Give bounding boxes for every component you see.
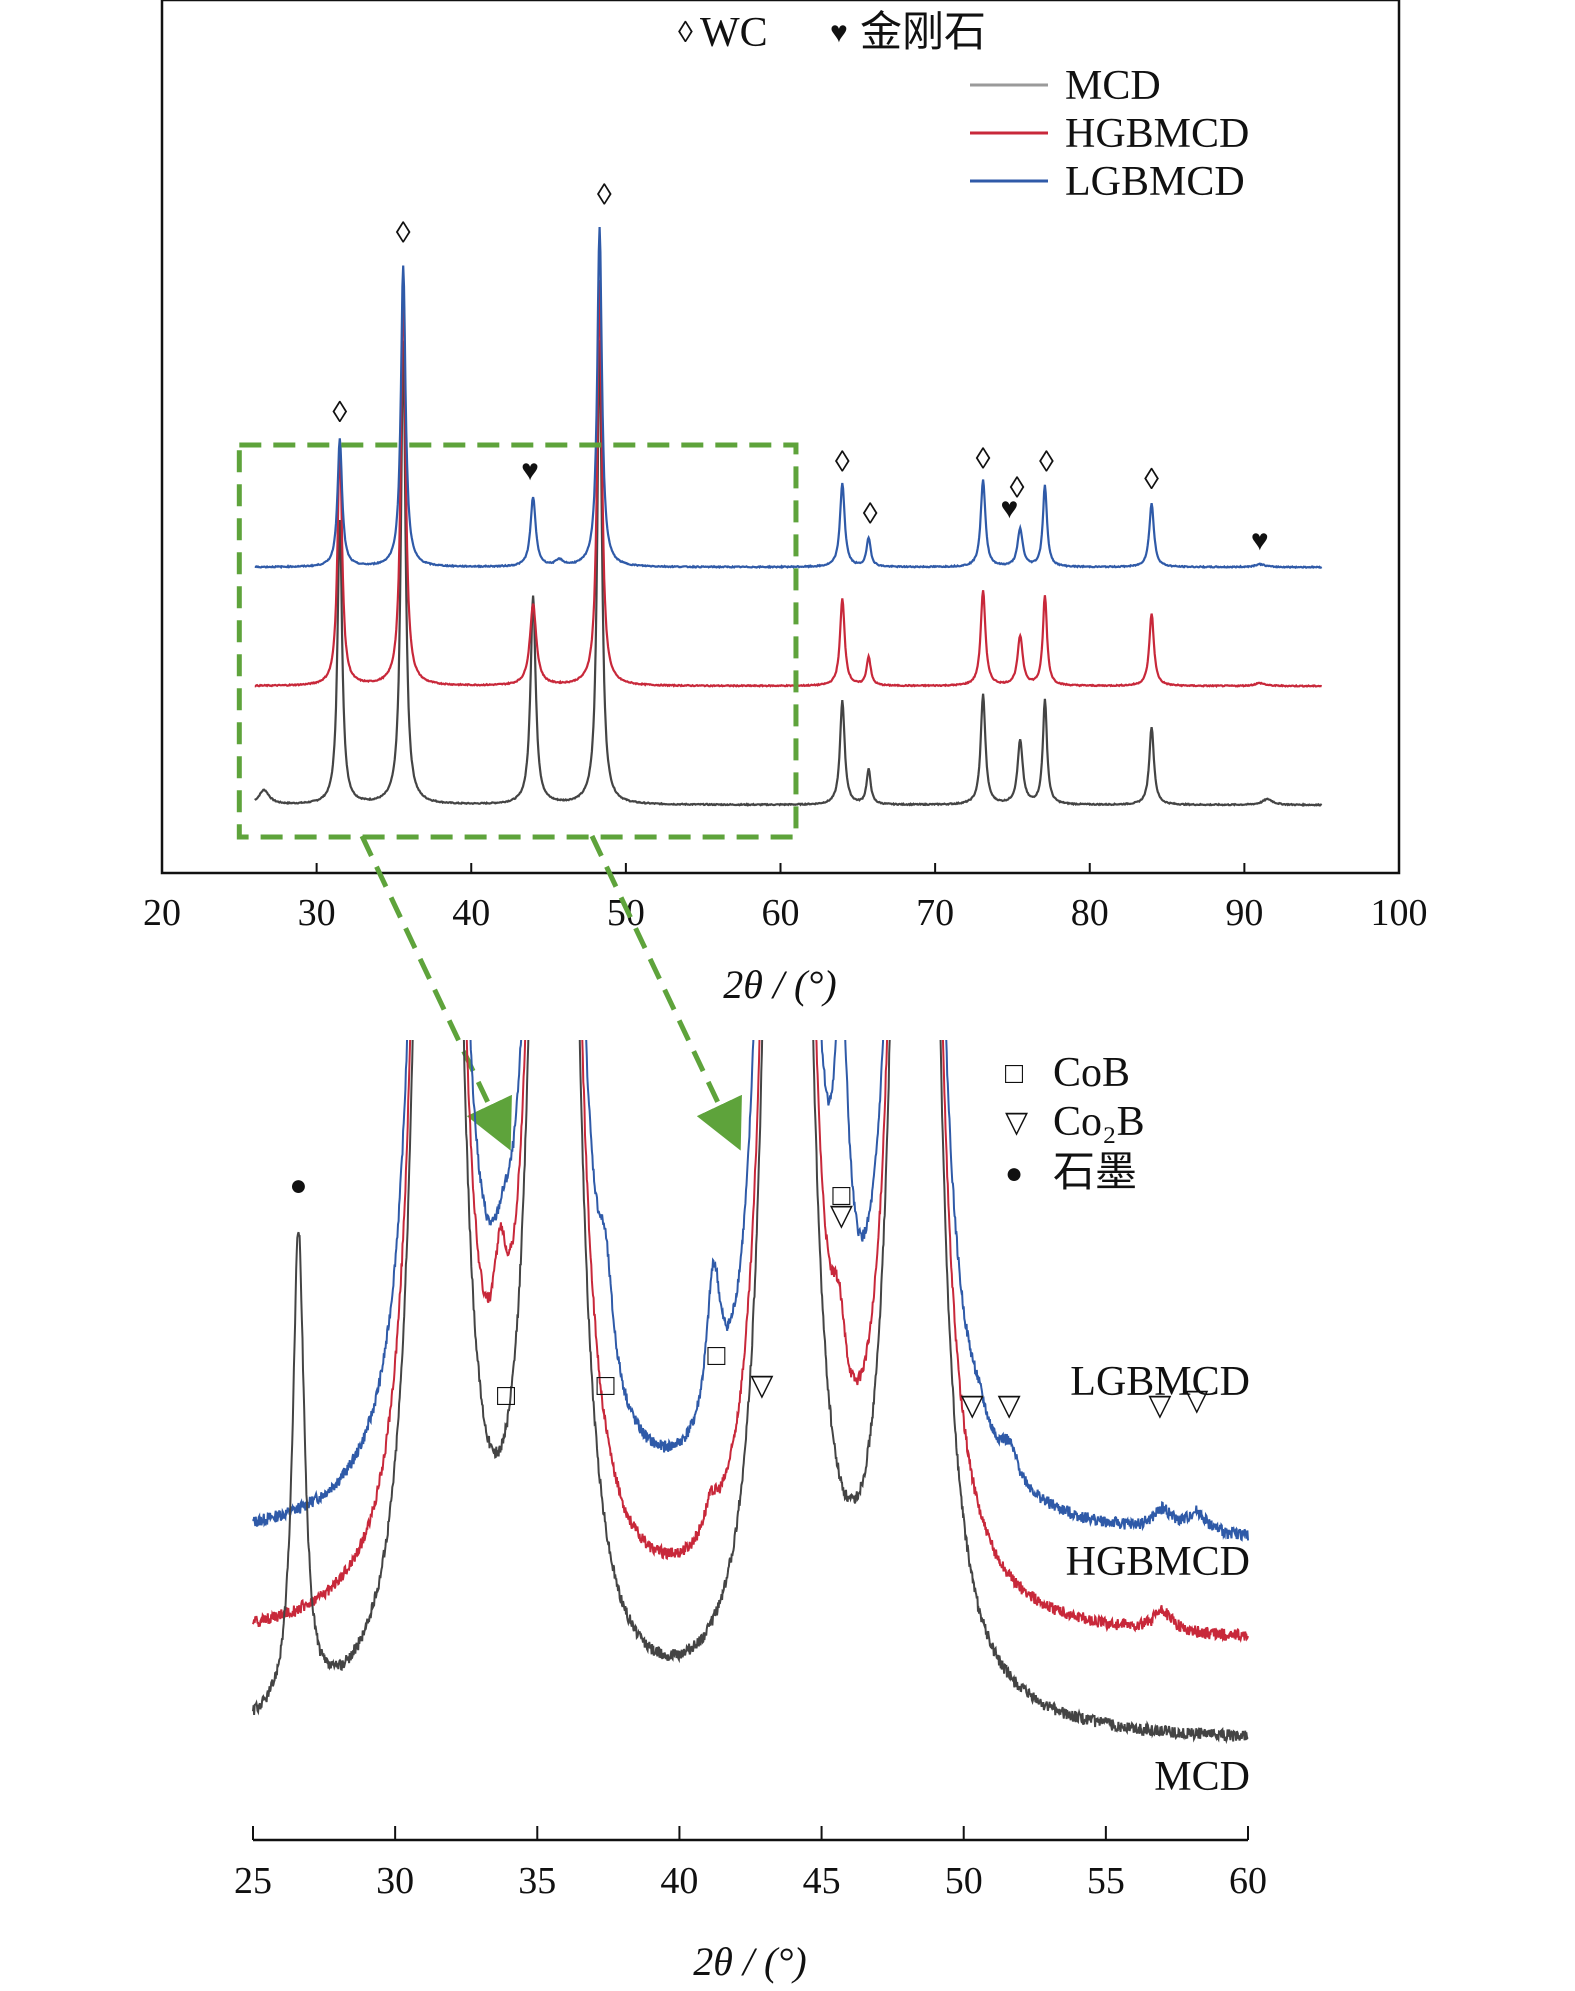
top-peak-marker-3: ◊ xyxy=(597,179,612,212)
legend-marker-co2b-label: Co₂B xyxy=(1053,1099,1145,1145)
zoom-arrow-left xyxy=(359,834,512,1151)
top-peak-marker-0: ◊ xyxy=(332,396,347,429)
top-peak-marker-7: ♥ xyxy=(1000,492,1018,525)
bottom-peak-marker-8: ▽ xyxy=(998,1389,1021,1422)
bottom-x-axis: 25 30 35 40 45 50 55 60 xyxy=(234,1826,1267,1902)
bottom-x-tick-label-55: 55 xyxy=(1087,1860,1125,1902)
bottom-x-tick-label-30: 30 xyxy=(376,1860,414,1902)
bottom-x-axis-label: 2θ / (°) xyxy=(693,1939,806,1984)
bottom-peak-marker-0: ● xyxy=(289,1169,307,1202)
legend-marker-cob-symbol: □ xyxy=(1005,1057,1024,1090)
top-chart: ◊◊♥◊◊◊◊♥◊◊◊♥ 2030405060708090100 2θ / (°… xyxy=(143,0,1428,1007)
top-x-axis: 2030405060708090100 xyxy=(143,863,1428,934)
bottom-series-hgbmcd xyxy=(252,1040,1249,1644)
bottom-peak-marker-6: ▽ xyxy=(830,1199,853,1232)
series-label-mcd: MCD xyxy=(1154,1754,1250,1800)
top-x-tick-label-80: 80 xyxy=(1071,892,1109,934)
top-peak-marker-1: ◊ xyxy=(396,216,411,249)
legend-marker-wc-symbol: ◊ xyxy=(678,16,693,49)
bottom-series-mcd xyxy=(252,1040,1249,1745)
top-x-tick-label-60: 60 xyxy=(762,892,800,934)
bottom-x-tick-label-50: 50 xyxy=(945,1860,983,1902)
legend-marker-diamond-symbol: ♥ xyxy=(830,16,848,49)
series-label-hgbmcd: HGBMCD xyxy=(1066,1539,1250,1585)
bottom-peak-marker-9: ▽ xyxy=(1148,1389,1171,1422)
top-peak-marker-4: ◊ xyxy=(835,446,850,479)
bottom-peak-marker-7: ▽ xyxy=(961,1389,984,1422)
top-annotations: ◊◊♥◊◊◊◊♥◊◊◊♥ xyxy=(332,179,1268,557)
zoom-arrows xyxy=(359,834,742,1151)
bottom-series-lgbmcd xyxy=(252,1040,1249,1542)
top-peak-marker-11: ♥ xyxy=(1251,524,1269,557)
bottom-x-tick-label-45: 45 xyxy=(803,1860,841,1902)
top-x-tick-label-40: 40 xyxy=(452,892,490,934)
legend-label-mcd: MCD xyxy=(1065,63,1161,109)
top-peak-marker-10: ◊ xyxy=(1144,463,1159,496)
top-peak-marker-6: ◊ xyxy=(976,443,991,476)
bottom-chart: ●□ □□▽□▽▽ ▽ ▽ ▽ 25 30 35 40 45 50 55 60 2θ / (°) □ … xyxy=(234,1040,1267,1984)
top-legend: ◊ WC ♥ 金刚石 MCD HGBMCD LGBMCD xyxy=(678,9,1249,205)
top-peak-marker-5: ◊ xyxy=(863,498,878,531)
top-peak-marker-8: ◊ xyxy=(1010,472,1025,505)
legend-marker-graphite-label: 石墨 xyxy=(1053,1150,1137,1196)
top-x-tick-label-100: 100 xyxy=(1371,892,1428,934)
bottom-series-group xyxy=(252,1040,1249,1745)
top-x-tick-label-20: 20 xyxy=(143,892,181,934)
top-series-lgbmcd xyxy=(254,226,1323,570)
top-x-tick-label-30: 30 xyxy=(298,892,336,934)
series-label-lgbmcd: LGBMCD xyxy=(1070,1359,1250,1405)
bottom-peak-marker-3: □ xyxy=(707,1339,726,1372)
bottom-legend: □ CoB ▽ Co₂B ● 石墨 xyxy=(1005,1050,1145,1196)
bottom-peak-marker-5: □ xyxy=(832,1179,851,1212)
legend-marker-graphite-symbol: ● xyxy=(1005,1157,1023,1190)
bottom-peak-marker-10: ▽ xyxy=(1185,1384,1208,1417)
top-peak-marker-9: ◊ xyxy=(1039,446,1054,479)
top-peak-marker-2: ♥ xyxy=(521,454,539,487)
top-series-mcd xyxy=(254,340,1323,808)
bottom-x-tick-label-25: 25 xyxy=(234,1860,272,1902)
zoom-box xyxy=(236,442,799,840)
bottom-x-tick-label-60: 60 xyxy=(1229,1860,1267,1902)
top-series-hgbmcd xyxy=(254,279,1322,689)
bottom-peak-marker-4: ▽ xyxy=(750,1369,773,1402)
top-x-axis-label: 2θ / (°) xyxy=(723,962,836,1007)
bottom-x-tick-label-35: 35 xyxy=(518,1860,556,1902)
legend-marker-wc-label: WC xyxy=(700,10,768,56)
zoom-arrow-right xyxy=(589,834,742,1151)
top-x-tick-label-70: 70 xyxy=(916,892,954,934)
bottom-peak-marker-2: □ xyxy=(596,1369,615,1402)
top-series-group xyxy=(254,226,1323,808)
legend-marker-diamond-label: 金刚石 xyxy=(860,9,986,56)
bottom-peak-marker-1: □ xyxy=(497,1379,516,1412)
legend-marker-co2b-symbol: ▽ xyxy=(1005,1106,1028,1139)
legend-label-hgbmcd: HGBMCD xyxy=(1065,111,1249,157)
bottom-annotations: ●□ □□▽□▽▽ ▽ ▽ ▽ xyxy=(289,1169,1208,1422)
legend-label-lgbmcd: LGBMCD xyxy=(1065,159,1245,205)
top-x-tick-label-90: 90 xyxy=(1225,892,1263,934)
legend-marker-cob-label: CoB xyxy=(1053,1050,1130,1096)
bottom-x-tick-label-40: 40 xyxy=(660,1860,698,1902)
